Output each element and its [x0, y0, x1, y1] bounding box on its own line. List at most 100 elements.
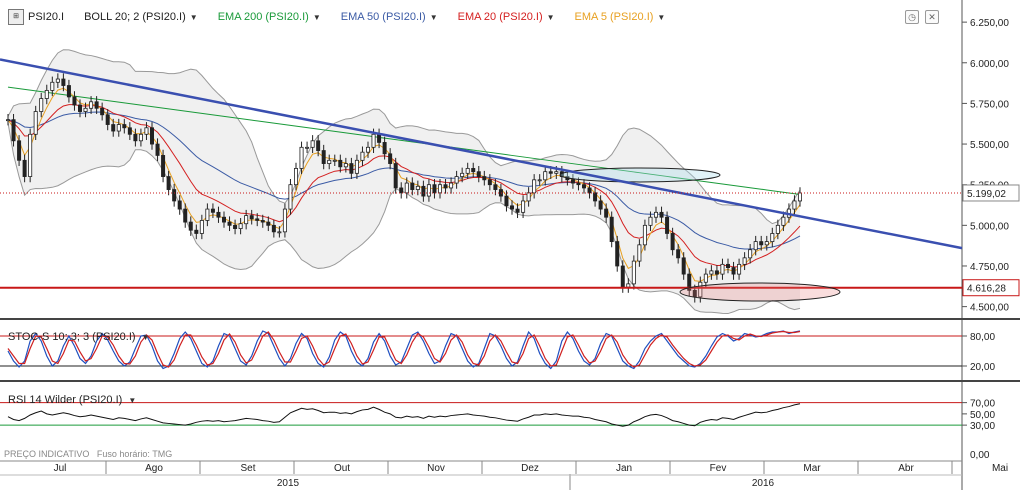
candle-body	[233, 224, 238, 229]
candle-body	[305, 146, 310, 149]
candle-body	[432, 184, 437, 194]
month-label: Out	[334, 463, 350, 474]
candle-body	[659, 211, 664, 218]
clock-icon[interactable]: ◷	[905, 10, 919, 24]
candle-body	[792, 200, 797, 210]
candle-body	[166, 176, 171, 190]
indicator-label: EMA 50 (PSI20.I)	[340, 11, 426, 23]
candle-body	[282, 208, 287, 233]
indicator-ema5[interactable]: EMA 5 (PSI20.I) ▼	[575, 11, 666, 23]
candle-body	[111, 124, 116, 132]
candle-body	[155, 143, 160, 156]
candle-body	[6, 119, 11, 122]
candle-body	[33, 111, 38, 135]
candle-body	[144, 127, 149, 135]
candle-body	[714, 270, 719, 275]
indicator-ema200[interactable]: EMA 200 (PSI20.I) ▼	[218, 11, 321, 23]
candle-body	[44, 90, 49, 99]
candle-body	[221, 216, 226, 223]
candle-body	[460, 172, 465, 177]
price-tick-label: 5.500,00	[970, 140, 1009, 151]
support-price-label: 4.616,28	[967, 284, 1006, 295]
candle-body	[249, 215, 254, 220]
candle-body	[227, 221, 232, 226]
candle-body	[642, 224, 647, 246]
candle-body	[105, 114, 110, 125]
indicator-ema20[interactable]: EMA 20 (PSI20.I) ▼	[458, 11, 555, 23]
candle-body	[753, 241, 758, 251]
candle-body	[260, 220, 265, 223]
month-label: Mar	[803, 463, 821, 474]
candle-body	[83, 107, 88, 112]
candle-body	[327, 159, 332, 164]
current-price-label: 5.199,02	[967, 189, 1006, 200]
candle-body	[593, 192, 598, 202]
candle-body	[521, 200, 526, 213]
footer: PREÇO INDICATIVO Fuso horário: TMG	[4, 449, 172, 459]
candle-body	[443, 184, 448, 189]
candle-body	[582, 184, 587, 189]
stoch-series-line	[7, 330, 801, 368]
candle-body	[277, 231, 282, 234]
month-label: Abr	[898, 463, 914, 474]
candle-body	[61, 78, 66, 86]
candle-body	[570, 179, 575, 184]
candle-body	[11, 119, 16, 142]
candle-body	[637, 244, 642, 262]
candle-body	[504, 195, 509, 207]
candle-body	[670, 233, 675, 251]
candle-body	[493, 184, 498, 190]
candle-body	[681, 257, 686, 275]
candle-body	[161, 155, 166, 177]
month-label: Jan	[616, 463, 632, 474]
candle-body	[388, 153, 393, 164]
candle-body	[654, 211, 659, 218]
candle-body	[775, 224, 780, 234]
candle-body	[498, 189, 503, 197]
candle-body	[770, 233, 775, 242]
candle-body	[487, 179, 492, 186]
indicator-boll[interactable]: BOLL 20; 2 (PSI20.I) ▼	[84, 11, 198, 23]
candle-body	[89, 101, 94, 109]
candle-body	[371, 133, 376, 148]
candle-body	[172, 189, 177, 202]
candle-body	[377, 133, 382, 143]
candle-body	[365, 146, 370, 153]
candle-body	[205, 208, 210, 221]
price-tick-label: 5.750,00	[970, 99, 1009, 110]
symbol-selector[interactable]: ⊞ PSI20.I	[8, 9, 64, 25]
price-tick-label: 4.750,00	[970, 262, 1009, 273]
candle-body	[133, 133, 138, 142]
indicator-ema50[interactable]: EMA 50 (PSI20.I) ▼	[341, 11, 438, 23]
rsi-panel-title[interactable]: RSI 14 Wilder (PSI20.I) ▼	[8, 394, 136, 406]
candle-body	[587, 187, 592, 194]
candle-body	[316, 140, 321, 151]
candle-body	[620, 265, 625, 288]
candle-body	[526, 192, 531, 202]
support-price-box	[962, 279, 1020, 297]
candle-body	[255, 218, 260, 221]
candle-body	[393, 163, 398, 189]
stoch-panel-title[interactable]: STOC-S 10; 3; 3 (PSI20.I) ▼	[8, 331, 150, 343]
rsi-tick-label: 70,00	[970, 399, 995, 410]
indicator-label: EMA 200 (PSI20.I)	[217, 11, 309, 23]
close-icon[interactable]: ✕	[925, 10, 939, 24]
candle-body	[604, 208, 609, 218]
candle-body	[78, 104, 83, 112]
candle-body	[676, 249, 681, 259]
price-tick-label: 6.000,00	[970, 59, 1009, 70]
candle-body	[709, 270, 714, 275]
candle-body	[238, 223, 243, 229]
candle-body	[39, 98, 44, 112]
indicator-label: BOLL 20; 2 (PSI20.I)	[84, 11, 186, 23]
price-tick-label: 6.250,00	[970, 18, 1009, 29]
candle-body	[609, 216, 614, 242]
candle-body	[781, 216, 786, 226]
footer-timezone: Fuso horário: TMG	[96, 449, 173, 459]
candle-body	[742, 257, 747, 265]
candle-body	[764, 241, 769, 246]
caret-down-icon: ▼	[429, 12, 438, 22]
candle-body	[726, 263, 731, 269]
candle-body	[476, 171, 481, 177]
